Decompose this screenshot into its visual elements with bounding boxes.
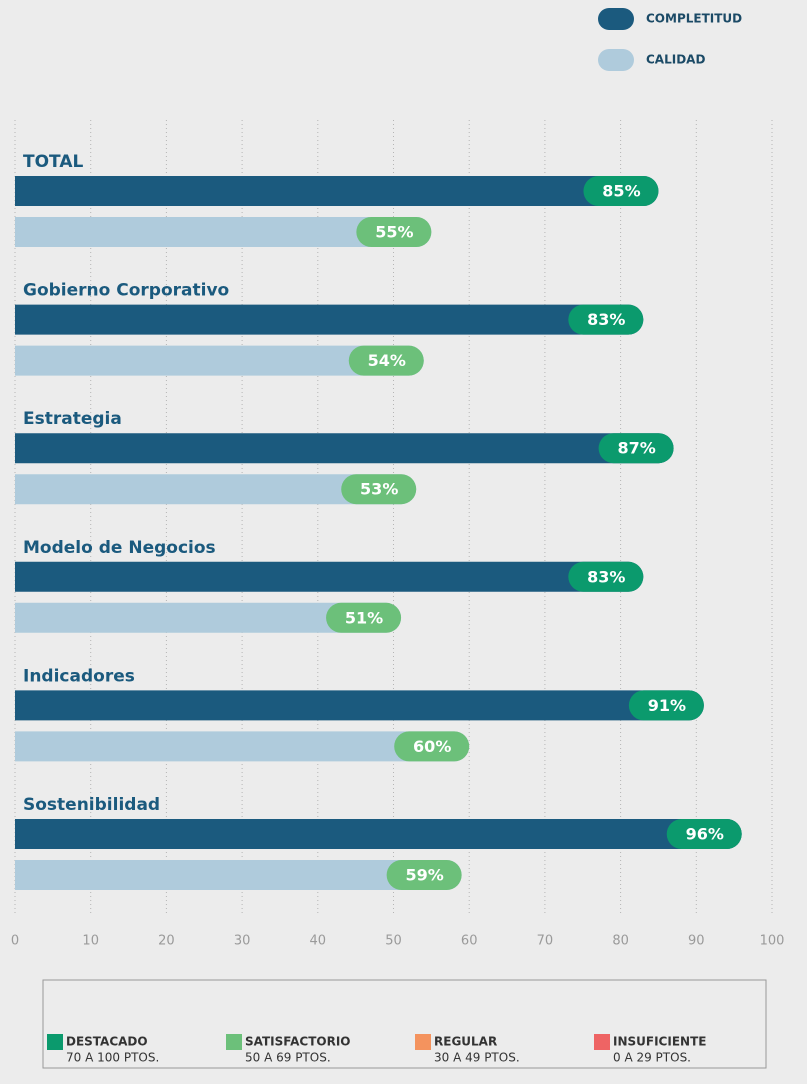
- value-pill: [666, 819, 742, 849]
- value-pill: [583, 176, 659, 206]
- value-pill: [628, 690, 704, 721]
- category-label: Modelo de Negocios: [23, 538, 216, 558]
- rating-range: 70 A 100 PTOS.: [66, 1051, 159, 1065]
- rating-swatch: [415, 1034, 431, 1050]
- rating-name: SATISFACTORIO: [245, 1035, 351, 1049]
- value-pill: [356, 217, 432, 247]
- legend-label: CALIDAD: [646, 53, 705, 67]
- value-label: 53%: [360, 480, 398, 499]
- value-pill: [598, 433, 674, 464]
- x-tick-label: 10: [82, 934, 99, 949]
- bar: [15, 860, 462, 890]
- bar: [15, 304, 644, 335]
- bar: [15, 217, 432, 247]
- value-pill: [326, 602, 402, 633]
- bar: [15, 433, 674, 464]
- value-pill: [394, 731, 470, 762]
- x-tick-label: 100: [760, 934, 785, 949]
- rating-range: 50 A 69 PTOS.: [245, 1051, 331, 1065]
- value-pill: [348, 345, 424, 376]
- value-label: 83%: [587, 567, 625, 586]
- value-label: 60%: [413, 737, 451, 756]
- legend-label: COMPLETITUD: [646, 12, 742, 26]
- value-label: 55%: [375, 223, 413, 242]
- x-tick-label: 30: [234, 934, 251, 949]
- x-tick-label: 70: [537, 934, 554, 949]
- x-tick-label: 40: [310, 934, 327, 949]
- value-label: 59%: [405, 866, 443, 885]
- bar: [15, 819, 742, 849]
- rating-name: DESTACADO: [66, 1035, 148, 1049]
- value-label: 83%: [587, 310, 625, 329]
- bar: [15, 345, 424, 376]
- bar: [15, 176, 659, 206]
- value-pill: [386, 860, 462, 890]
- rating-name: REGULAR: [434, 1035, 497, 1049]
- x-tick-label: 60: [461, 934, 478, 949]
- category-label: Gobierno Corporativo: [23, 281, 229, 301]
- value-pill: [568, 304, 644, 335]
- legend-swatch: [598, 8, 634, 30]
- x-tick-label: 50: [385, 934, 402, 949]
- rating-swatch: [226, 1034, 242, 1050]
- value-pill: [568, 561, 644, 592]
- value-label: 96%: [686, 825, 724, 844]
- category-label: Sostenibilidad: [23, 795, 160, 815]
- category-label: Indicadores: [23, 666, 135, 686]
- category-label: TOTAL: [23, 152, 83, 172]
- value-label: 87%: [617, 439, 655, 458]
- rating-swatch: [594, 1034, 610, 1050]
- rating-range: 30 A 49 PTOS.: [434, 1051, 520, 1065]
- value-pill: [341, 474, 417, 505]
- bar: [15, 561, 644, 592]
- ratings-box: [42, 979, 767, 1069]
- bar: [15, 731, 470, 762]
- rating-swatch: [47, 1034, 63, 1050]
- bar: [15, 474, 417, 505]
- value-label: 51%: [345, 608, 383, 627]
- rating-name: INSUFICIENTE: [613, 1035, 706, 1049]
- legend-swatch: [598, 49, 634, 71]
- x-tick-label: 90: [688, 934, 705, 949]
- x-tick-label: 80: [612, 934, 629, 949]
- x-tick-label: 0: [11, 934, 19, 949]
- value-label: 54%: [368, 351, 406, 370]
- x-tick-label: 20: [158, 934, 175, 949]
- value-label: 91%: [648, 696, 686, 715]
- category-label: Estrategia: [23, 409, 122, 429]
- rating-range: 0 A 29 PTOS.: [613, 1051, 691, 1065]
- bar: [15, 690, 704, 721]
- bar: [15, 602, 402, 633]
- value-label: 85%: [602, 182, 640, 201]
